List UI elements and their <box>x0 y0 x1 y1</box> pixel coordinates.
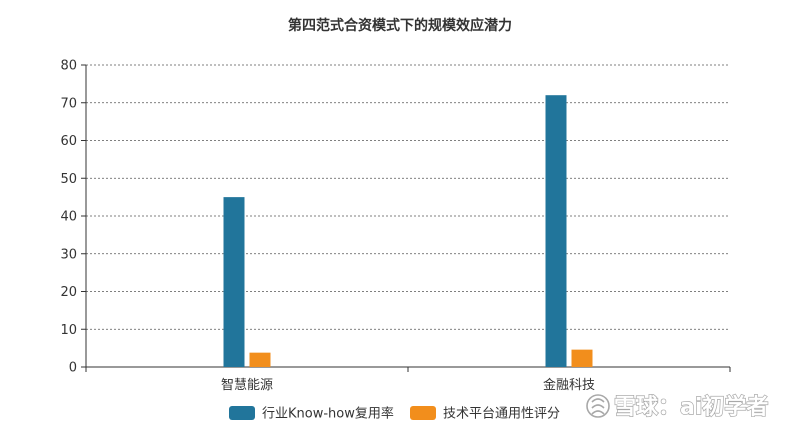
y-tick-label: 50 <box>60 172 77 187</box>
bar-platform-score-fintech <box>571 349 593 367</box>
y-tick-label: 60 <box>60 134 77 149</box>
x-tick-label: 金融科技 <box>543 377 595 393</box>
y-tick-label: 70 <box>60 96 77 111</box>
legend-swatch <box>410 406 436 420</box>
y-tick-label: 40 <box>60 210 77 225</box>
bar-knowhow-reuse-energy <box>223 197 245 367</box>
watermark: 雪球：ai初学者 <box>586 393 769 421</box>
y-tick-label: 20 <box>60 285 77 300</box>
legend-label: 技术平台通用性评分 <box>443 407 560 422</box>
chart-title: 第四范式合资模式下的规模效应潜力 <box>288 17 512 34</box>
y-tick-label: 30 <box>60 247 77 262</box>
y-tick-label: 80 <box>60 59 77 74</box>
grid-lines <box>86 64 730 330</box>
bar-knowhow-reuse-fintech <box>545 95 567 367</box>
y-tick-label: 10 <box>60 323 77 338</box>
watermark-text: 雪球：ai初学者 <box>614 394 768 420</box>
bars <box>223 95 593 367</box>
legend-label: 行业Know-how复用率 <box>262 406 394 422</box>
y-tick-label: 0 <box>69 361 77 376</box>
bar-platform-score-energy <box>249 352 271 367</box>
x-tick-label: 智慧能源 <box>221 377 273 393</box>
legend: 行业Know-how复用率 技术平台通用性评分 <box>229 406 560 422</box>
axes: 0 10 20 30 40 50 60 70 80 智慧能源 金融科技 <box>60 59 731 393</box>
snowball-logo-icon <box>586 394 610 418</box>
legend-swatch <box>229 406 255 420</box>
